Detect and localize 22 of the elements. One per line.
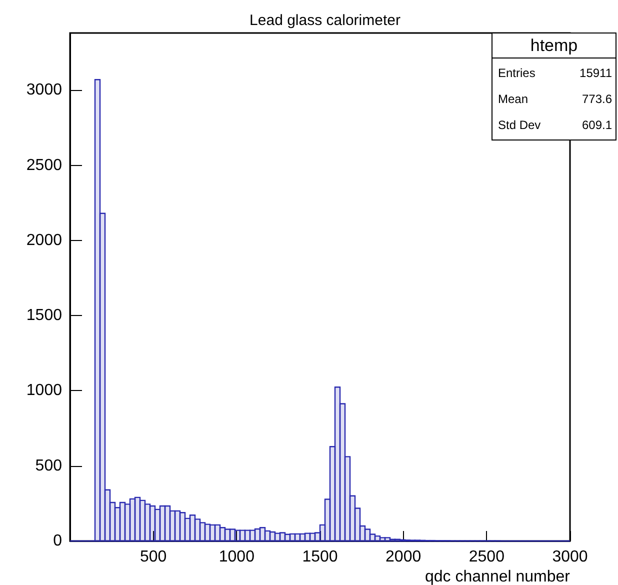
- annotation: htemp: [530, 36, 578, 55]
- x-tick-label: 2000: [386, 548, 422, 566]
- x-axis-title: qdc channel number: [425, 568, 571, 585]
- annotation: Std Dev: [498, 118, 541, 132]
- y-tick-label: 1500: [26, 307, 62, 324]
- y-tick-label: 1000: [26, 382, 62, 400]
- x-tick-label: 500: [140, 548, 167, 566]
- x-tick-label: 3000: [552, 548, 588, 566]
- y-tick-label: 2500: [26, 156, 62, 174]
- text: 773.6: [582, 92, 612, 106]
- chart-title: Lead glass calorimeter: [250, 12, 400, 29]
- x-tick-label: 1500: [302, 548, 338, 566]
- text: 15911: [580, 66, 612, 80]
- y-tick-label: 2000: [26, 232, 62, 249]
- y-tick-label: 3000: [26, 82, 62, 99]
- x-tick-label: 2500: [468, 548, 505, 566]
- annotation: Entries: [498, 66, 536, 80]
- x-tick-label: 1000: [218, 548, 255, 566]
- y-tick-label: 0: [53, 532, 62, 550]
- y-tick-label: 500: [35, 457, 62, 474]
- text: 609.1: [582, 118, 612, 132]
- annotation: Mean: [498, 92, 528, 106]
